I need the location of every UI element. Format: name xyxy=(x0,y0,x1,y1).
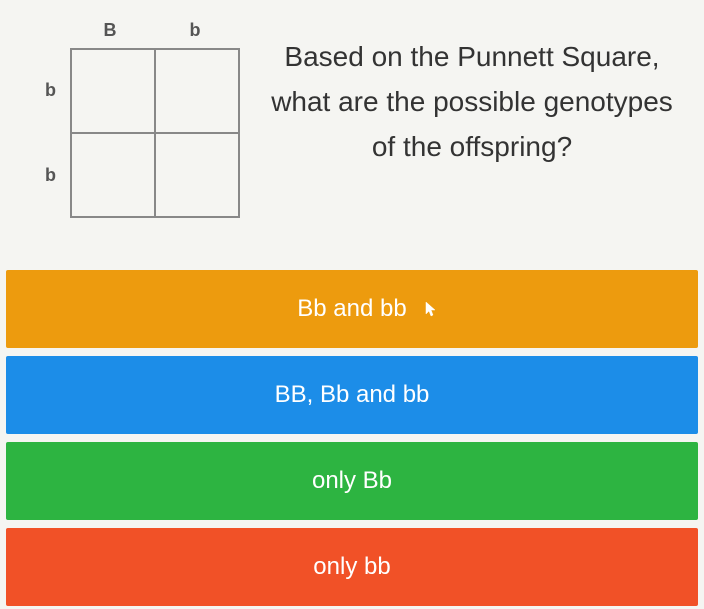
punnett-row-label-1: b xyxy=(45,50,56,130)
question-text: Based on the Punnett Square, what are th… xyxy=(270,20,674,169)
answer-label: only bb xyxy=(313,553,390,581)
punnett-row-label-2: b xyxy=(45,135,56,215)
punnett-cell xyxy=(71,49,155,133)
question-section: B b b b Based on the Punnett Square, wha… xyxy=(0,0,704,270)
answer-option-4[interactable]: only bb xyxy=(6,528,698,606)
punnett-cell xyxy=(71,133,155,217)
answer-options: Bb and bb BB, Bb and bb only Bb only bb xyxy=(0,270,704,606)
punnett-cell xyxy=(155,49,239,133)
answer-label: only Bb xyxy=(312,467,392,495)
punnett-square: B b b b xyxy=(30,20,250,240)
answer-option-2[interactable]: BB, Bb and bb xyxy=(6,356,698,434)
punnett-grid xyxy=(70,48,240,218)
punnett-col-label-2: b xyxy=(155,20,235,41)
punnett-col-label-1: B xyxy=(70,20,150,41)
punnett-cell xyxy=(155,133,239,217)
answer-label: BB, Bb and bb xyxy=(275,381,430,409)
answer-label: Bb and bb xyxy=(297,295,406,323)
cursor-icon xyxy=(422,299,438,319)
answer-option-1[interactable]: Bb and bb xyxy=(6,270,698,348)
answer-option-3[interactable]: only Bb xyxy=(6,442,698,520)
